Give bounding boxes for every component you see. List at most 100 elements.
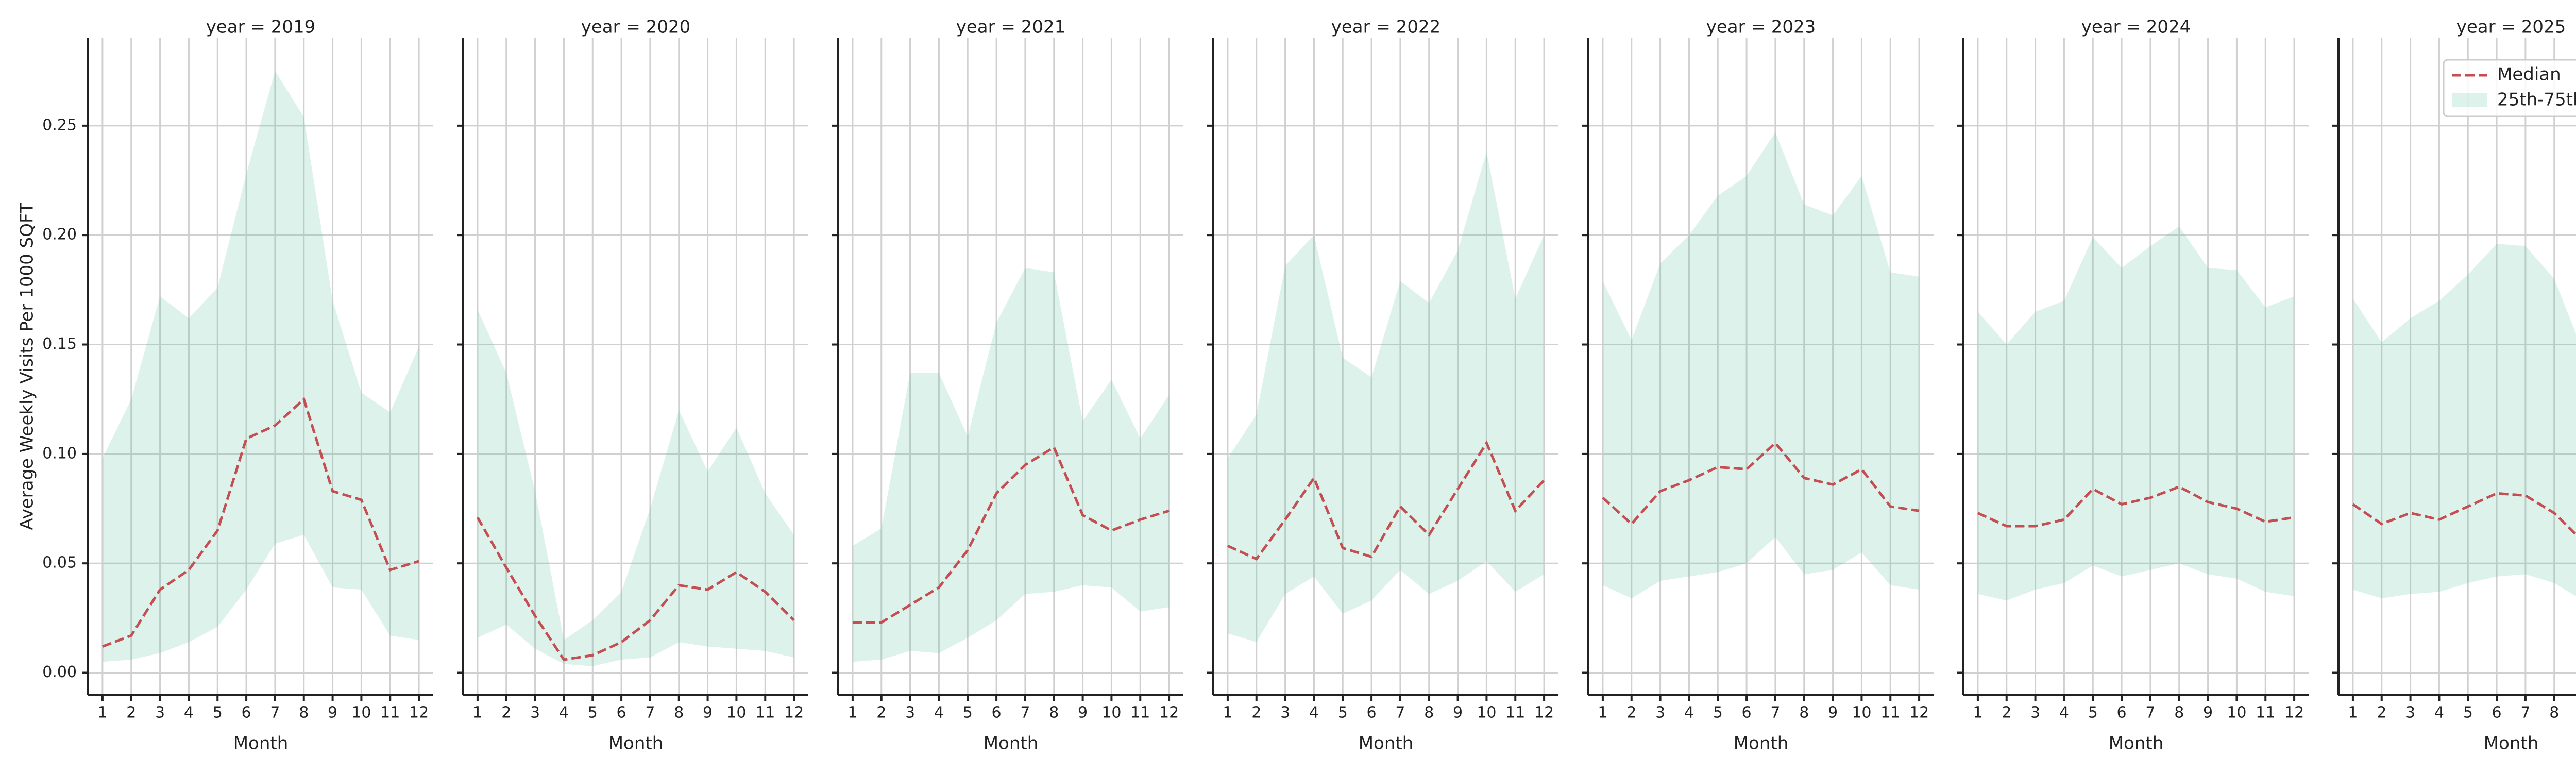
y-tick-label: 0.10 — [42, 444, 77, 462]
x-tick-label: 1 — [1223, 704, 1232, 722]
x-tick-label: 12 — [784, 704, 804, 722]
x-tick-label: 2 — [126, 704, 136, 722]
x-axis-label: Month — [1359, 733, 1414, 754]
x-tick-label: 6 — [2117, 704, 2127, 722]
x-tick-label: 12 — [409, 704, 429, 722]
x-tick-label: 10 — [1477, 704, 1496, 722]
x-tick-label: 8 — [674, 704, 684, 722]
panel-title: year = 2020 — [581, 17, 690, 38]
x-tick-label: 8 — [299, 704, 309, 722]
y-tick-label: 0.20 — [42, 226, 77, 244]
legend-label: Median — [2497, 64, 2561, 85]
x-tick-label: 4 — [2059, 704, 2069, 722]
x-tick-label: 7 — [1020, 704, 1030, 722]
x-tick-label: 6 — [2492, 704, 2502, 722]
median-line — [1227, 440, 1545, 561]
percentile-band — [477, 309, 794, 666]
x-tick-label: 9 — [2203, 704, 2213, 722]
x-tick-label: 10 — [2227, 704, 2246, 722]
x-tick-label: 3 — [2030, 704, 2040, 722]
x-tick-label: 1 — [848, 704, 857, 722]
median-line — [2352, 492, 2576, 536]
x-tick-label: 5 — [1713, 704, 1723, 722]
y-axis-label: Average Weekly Visits Per 1000 SQFT — [17, 203, 38, 530]
x-axis-label: Month — [1734, 733, 1789, 754]
x-axis-label: Month — [2484, 733, 2539, 754]
x-tick-label: 1 — [1973, 704, 1982, 722]
x-tick-label: 8 — [1049, 704, 1059, 722]
x-tick-label: 4 — [934, 704, 944, 722]
x-tick-label: 8 — [1424, 704, 1434, 722]
x-tick-label: 12 — [1534, 704, 1554, 722]
median-line — [102, 397, 419, 648]
percentile-band — [1977, 226, 2295, 601]
x-tick-label: 6 — [992, 704, 1002, 722]
x-tick-label: 7 — [2520, 704, 2530, 722]
x-tick-label: 8 — [2174, 704, 2184, 722]
x-tick-label: 2 — [501, 704, 511, 722]
x-tick-label: 7 — [1395, 704, 1405, 722]
y-tick-label: 0.15 — [42, 335, 77, 353]
x-tick-label: 12 — [1159, 704, 1179, 722]
x-tick-label: 3 — [905, 704, 915, 722]
x-tick-label: 5 — [2463, 704, 2473, 722]
x-tick-label: 5 — [963, 704, 973, 722]
x-tick-label: 10 — [351, 704, 371, 722]
x-tick-label: 7 — [2145, 704, 2155, 722]
x-tick-label: 10 — [726, 704, 746, 722]
x-tick-label: 4 — [184, 704, 194, 722]
x-tick-label: 6 — [617, 704, 626, 722]
median-line — [1602, 441, 1920, 526]
x-tick-label: 11 — [380, 704, 400, 722]
x-tick-label: 2 — [876, 704, 886, 722]
x-tick-label: 5 — [588, 704, 598, 722]
y-tick-label: 0.05 — [42, 554, 77, 572]
x-tick-label: 10 — [1852, 704, 1871, 722]
legend-box — [2443, 59, 2576, 117]
median-line — [852, 445, 1170, 624]
x-tick-label: 9 — [328, 704, 337, 722]
x-tick-label: 11 — [755, 704, 775, 722]
percentile-band — [1227, 152, 1545, 643]
legend-label: 25th-75th Percentile — [2497, 90, 2576, 110]
panel-title: year = 2019 — [206, 17, 315, 38]
percentile-band — [1602, 132, 1920, 599]
x-tick-label: 9 — [1828, 704, 1838, 722]
x-axis-label: Month — [984, 733, 1039, 754]
x-tick-label: 3 — [2405, 704, 2415, 722]
x-tick-label: 1 — [2348, 704, 2358, 722]
x-tick-label: 9 — [1453, 704, 1463, 722]
x-tick-label: 4 — [559, 704, 569, 722]
x-tick-label: 10 — [1101, 704, 1121, 722]
percentile-band — [2352, 244, 2576, 599]
legend-swatch — [2452, 93, 2487, 107]
x-tick-label: 1 — [1598, 704, 1607, 722]
x-tick-label: 6 — [242, 704, 251, 722]
x-tick-label: 9 — [1078, 704, 1088, 722]
x-tick-label: 4 — [2434, 704, 2444, 722]
x-tick-label: 9 — [703, 704, 713, 722]
percentile-band — [102, 71, 419, 662]
y-tick-label: 0.25 — [42, 116, 77, 134]
x-axis-label: Month — [233, 733, 289, 754]
x-tick-label: 7 — [645, 704, 655, 722]
panel-title: year = 2022 — [1331, 17, 1440, 38]
x-tick-label: 4 — [1684, 704, 1694, 722]
x-tick-label: 5 — [1338, 704, 1348, 722]
x-tick-label: 3 — [1280, 704, 1290, 722]
x-tick-label: 3 — [155, 704, 165, 722]
x-tick-label: 6 — [1367, 704, 1377, 722]
x-tick-label: 7 — [270, 704, 280, 722]
panel-title: year = 2025 — [2456, 17, 2566, 38]
x-tick-label: 6 — [1742, 704, 1752, 722]
y-tick-label: 0.00 — [42, 663, 77, 681]
x-axis-label: Month — [608, 733, 664, 754]
x-axis-label: Month — [2109, 733, 2164, 754]
x-tick-label: 11 — [1505, 704, 1525, 722]
x-tick-label: 8 — [1799, 704, 1809, 722]
x-tick-label: 12 — [2284, 704, 2304, 722]
x-tick-label: 5 — [2088, 704, 2098, 722]
x-tick-label: 2 — [1626, 704, 1636, 722]
